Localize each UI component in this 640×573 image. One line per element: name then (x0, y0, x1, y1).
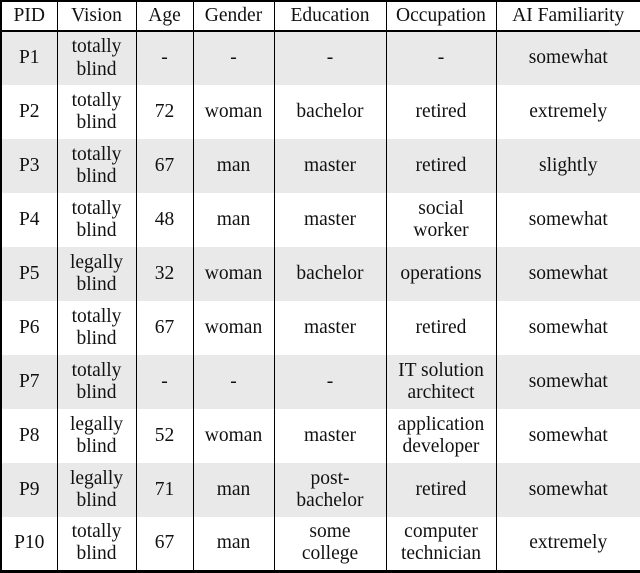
cell-ai-familiarity: extremely (495, 85, 640, 139)
table-row: P7 totally blind - - - IT solution architect s… (0, 355, 640, 409)
cell-age: 67 (135, 301, 194, 355)
cell-occupation: retired (385, 463, 497, 517)
column-header-ai-familiarity: AI Familiarity (495, 1, 640, 32)
cell-education: master (273, 409, 387, 463)
cell-education: - (273, 355, 387, 409)
cell-age: - (135, 355, 194, 409)
cell-pid: P4 (0, 193, 58, 247)
table-row: P8 legally blind 52 woman master application … (0, 409, 640, 463)
cell-education: bachelor (273, 85, 387, 139)
cell-age: 48 (135, 193, 194, 247)
cell-occupation: application developer (385, 409, 497, 463)
cell-education: some college (273, 517, 387, 571)
cell-age: 32 (135, 247, 194, 301)
cell-age: 67 (135, 517, 194, 571)
cell-pid: P3 (0, 139, 58, 193)
cell-ai-familiarity: extremely (495, 517, 640, 571)
cell-education: master (273, 139, 387, 193)
cell-age: 72 (135, 85, 194, 139)
column-header-pid: PID (0, 1, 58, 32)
cell-occupation: computer technician (385, 517, 497, 571)
cell-vision: totally blind (56, 355, 137, 409)
column-header-gender: Gender (192, 1, 275, 32)
table-row: P4 totally blind 48 man master social worker s… (0, 193, 640, 247)
cell-gender: man (192, 193, 275, 247)
cell-vision: totally blind (56, 301, 137, 355)
cell-ai-familiarity: somewhat (495, 355, 640, 409)
cell-pid: P7 (0, 355, 58, 409)
column-header-occupation: Occupation (385, 1, 497, 32)
cell-pid: P2 (0, 85, 58, 139)
table-row: P1 totally blind - - - - somewhat (0, 31, 640, 85)
cell-gender: woman (192, 301, 275, 355)
table-row: P10 totally blind 67 man some college compute… (0, 517, 640, 571)
cell-education: post- bachelor (273, 463, 387, 517)
cell-education: bachelor (273, 247, 387, 301)
cell-gender: woman (192, 247, 275, 301)
table-row: P5 legally blind 32 woman bachelor operations… (0, 247, 640, 301)
column-header-age: Age (135, 1, 194, 32)
cell-ai-familiarity: somewhat (495, 301, 640, 355)
cell-ai-familiarity: somewhat (495, 409, 640, 463)
cell-pid: P6 (0, 301, 58, 355)
cell-gender: man (192, 517, 275, 571)
cell-pid: P1 (0, 31, 58, 85)
cell-ai-familiarity: slightly (495, 139, 640, 193)
cell-vision: totally blind (56, 139, 137, 193)
column-header-education: Education (273, 1, 387, 32)
cell-occupation: retired (385, 85, 497, 139)
table-row: P3 totally blind 67 man master retired slightl… (0, 139, 640, 193)
cell-age: 52 (135, 409, 194, 463)
cell-occupation: operations (385, 247, 497, 301)
cell-age: 67 (135, 139, 194, 193)
cell-vision: totally blind (56, 193, 137, 247)
table-row: P9 legally blind 71 man post- bachelor retire… (0, 463, 640, 517)
cell-education: master (273, 193, 387, 247)
cell-vision: totally blind (56, 31, 137, 85)
cell-ai-familiarity: somewhat (495, 31, 640, 85)
cell-pid: P8 (0, 409, 58, 463)
cell-education: master (273, 301, 387, 355)
cell-vision: legally blind (56, 247, 137, 301)
table-header: PID Vision Age Gender Education Occupation AI … (0, 1, 640, 32)
cell-pid: P5 (0, 247, 58, 301)
table-row: P2 totally blind 72 woman bachelor retired ext… (0, 85, 640, 139)
cell-pid: P9 (0, 463, 58, 517)
cell-occupation: IT solution architect (385, 355, 497, 409)
table-body: P1 totally blind - - - - somewhat P2 totally bli… (0, 31, 640, 571)
column-header-vision: Vision (56, 1, 137, 32)
cell-occupation: - (385, 31, 497, 85)
cell-gender: man (192, 463, 275, 517)
table-row: P6 totally blind 67 woman master retired somew… (0, 301, 640, 355)
cell-ai-familiarity: somewhat (495, 247, 640, 301)
cell-ai-familiarity: somewhat (495, 463, 640, 517)
cell-age: 71 (135, 463, 194, 517)
header-row: PID Vision Age Gender Education Occupation AI … (0, 1, 640, 32)
cell-occupation: retired (385, 139, 497, 193)
cell-vision: totally blind (56, 517, 137, 571)
cell-vision: legally blind (56, 463, 137, 517)
cell-occupation: social worker (385, 193, 497, 247)
cell-education: - (273, 31, 387, 85)
cell-gender: woman (192, 85, 275, 139)
cell-pid: P10 (0, 517, 58, 571)
cell-gender: man (192, 139, 275, 193)
cell-vision: legally blind (56, 409, 137, 463)
cell-gender: - (192, 355, 275, 409)
cell-ai-familiarity: somewhat (495, 193, 640, 247)
cell-gender: - (192, 31, 275, 85)
cell-occupation: retired (385, 301, 497, 355)
cell-age: - (135, 31, 194, 85)
cell-gender: woman (192, 409, 275, 463)
cell-vision: totally blind (56, 85, 137, 139)
